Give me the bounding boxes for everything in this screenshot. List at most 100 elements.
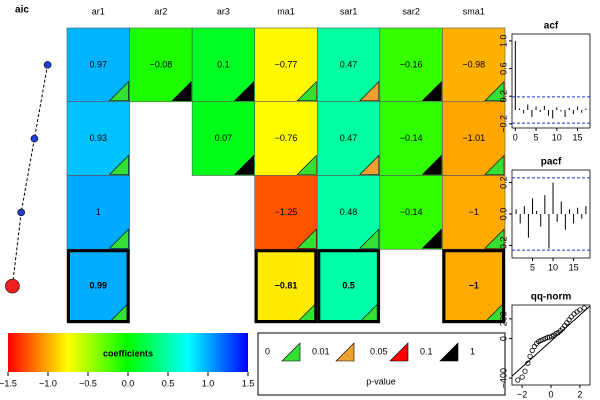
selected-outline bbox=[67, 249, 130, 323]
x-tick-label: 0 bbox=[548, 389, 553, 399]
aic-title: aic bbox=[15, 5, 29, 16]
coefficient-cell bbox=[254, 175, 318, 250]
pvalue-triangle bbox=[359, 81, 380, 102]
panel-title: pacf bbox=[541, 157, 562, 168]
cell-value: −0.16 bbox=[400, 59, 423, 69]
y-tick-label: 1.0 bbox=[498, 35, 508, 48]
cell-value: 0.07 bbox=[215, 133, 233, 143]
x-tick-label: 5 bbox=[530, 262, 535, 272]
qq-point bbox=[568, 314, 574, 320]
y-tick-label: 200 bbox=[498, 311, 508, 326]
pvalue-triangle bbox=[108, 228, 129, 249]
x-tick-label: 10 bbox=[552, 132, 562, 142]
cell-value: −0.98 bbox=[462, 59, 485, 69]
aic-point bbox=[43, 61, 52, 69]
coefficient-cell bbox=[66, 27, 130, 103]
y-tick-label: −400 bbox=[498, 368, 508, 388]
colorbar-label: coefficients bbox=[103, 348, 153, 358]
colorbar bbox=[8, 333, 248, 372]
y-tick-label: −0.2 bbox=[498, 115, 508, 133]
coefficient-cell bbox=[379, 27, 443, 103]
pvalue-triangle bbox=[108, 81, 129, 102]
colorbar-tick-label: 0.0 bbox=[122, 378, 135, 388]
coefficient-cell bbox=[442, 27, 506, 103]
qq-point bbox=[527, 353, 533, 359]
qq-point bbox=[525, 360, 531, 366]
pvalue-triangle bbox=[233, 154, 255, 175]
column-label: ar1 bbox=[92, 6, 105, 16]
y-tick-label: 0.6 bbox=[498, 62, 508, 75]
legend-swatch bbox=[281, 342, 301, 362]
pvalue-triangle bbox=[359, 228, 380, 249]
qq-point bbox=[515, 377, 521, 383]
coefficient-cell bbox=[191, 101, 256, 176]
aic-point bbox=[17, 208, 26, 217]
cell-value: −0.14 bbox=[400, 207, 423, 217]
cell-value: 0.5 bbox=[342, 281, 355, 291]
coefficient-cell bbox=[442, 101, 506, 176]
panel-frame bbox=[511, 33, 591, 129]
cell-value: 0.47 bbox=[340, 59, 358, 69]
cell-value: −0.76 bbox=[275, 133, 298, 143]
column-label: ar3 bbox=[217, 6, 230, 16]
selected-outline bbox=[442, 249, 505, 323]
qq-point bbox=[522, 368, 528, 374]
pvalue-triangle bbox=[233, 81, 255, 102]
cell-value: 0.93 bbox=[90, 133, 108, 143]
coefficient-cell bbox=[379, 175, 443, 250]
aic-line bbox=[11, 64, 49, 287]
cell-value: 0.1 bbox=[217, 59, 230, 69]
cell-value: −1 bbox=[469, 207, 479, 217]
qq-point bbox=[519, 374, 525, 380]
colorbar-tick-label: −1.5 bbox=[0, 378, 17, 388]
qq-point bbox=[577, 307, 583, 313]
column-label: sar1 bbox=[340, 6, 358, 16]
cell-value: 1 bbox=[96, 207, 101, 217]
cell-value: −1.25 bbox=[275, 207, 298, 217]
cell-value: 0.47 bbox=[340, 133, 358, 143]
pvalue-triangle bbox=[421, 81, 442, 102]
x-tick-label: 5 bbox=[534, 132, 539, 142]
y-tick-label: 0.2 bbox=[498, 90, 508, 103]
x-tick-label: 2 bbox=[577, 389, 582, 399]
pvalue-triangle bbox=[484, 154, 505, 175]
legend-break: 0.1 bbox=[420, 346, 433, 356]
cell-value: −0.08 bbox=[149, 59, 172, 69]
x-tick-label: 0 bbox=[513, 132, 518, 142]
pvalue-triangle bbox=[296, 81, 317, 102]
colorbar-tick-label: −1.0 bbox=[39, 378, 57, 388]
selected-outline bbox=[317, 249, 380, 323]
column-label: ma1 bbox=[277, 6, 295, 16]
aic-point bbox=[30, 134, 39, 143]
legend-break: 0.01 bbox=[312, 346, 330, 356]
cell-value: 0.48 bbox=[340, 207, 358, 217]
colorbar-tick-label: 1.0 bbox=[202, 378, 215, 388]
coefficient-cell bbox=[316, 27, 381, 103]
colorbar-tick-label: −0.5 bbox=[79, 378, 97, 388]
coefficient-cell bbox=[442, 175, 506, 250]
y-tick-label: 0.2 bbox=[498, 176, 508, 189]
coefficient-cell bbox=[254, 27, 318, 103]
panel-title: qq-norm bbox=[531, 292, 572, 303]
cell-value: −0.81 bbox=[275, 281, 298, 291]
x-tick-label: 15 bbox=[569, 262, 579, 272]
legend-title: p-value bbox=[366, 376, 396, 386]
legend-swatch bbox=[389, 342, 409, 362]
coefficient-cell bbox=[66, 101, 130, 176]
x-tick-label: 10 bbox=[548, 262, 558, 272]
legend-break: 1 bbox=[470, 346, 475, 356]
pvalue-triangle bbox=[484, 81, 505, 102]
y-tick-label: 0.0 bbox=[498, 208, 508, 221]
legend-box bbox=[257, 332, 506, 396]
legend-swatch bbox=[439, 342, 459, 362]
colorbar-tick-label: 0.5 bbox=[162, 378, 175, 388]
pvalue-triangle bbox=[171, 81, 192, 102]
pvalue-triangle bbox=[484, 228, 505, 249]
qq-point bbox=[529, 347, 535, 354]
qq-point bbox=[581, 305, 587, 311]
y-tick-label: 0 bbox=[498, 336, 508, 341]
column-label: sar2 bbox=[402, 6, 420, 16]
cell-value: 0.97 bbox=[90, 59, 108, 69]
cell-value: 0.99 bbox=[90, 281, 108, 291]
